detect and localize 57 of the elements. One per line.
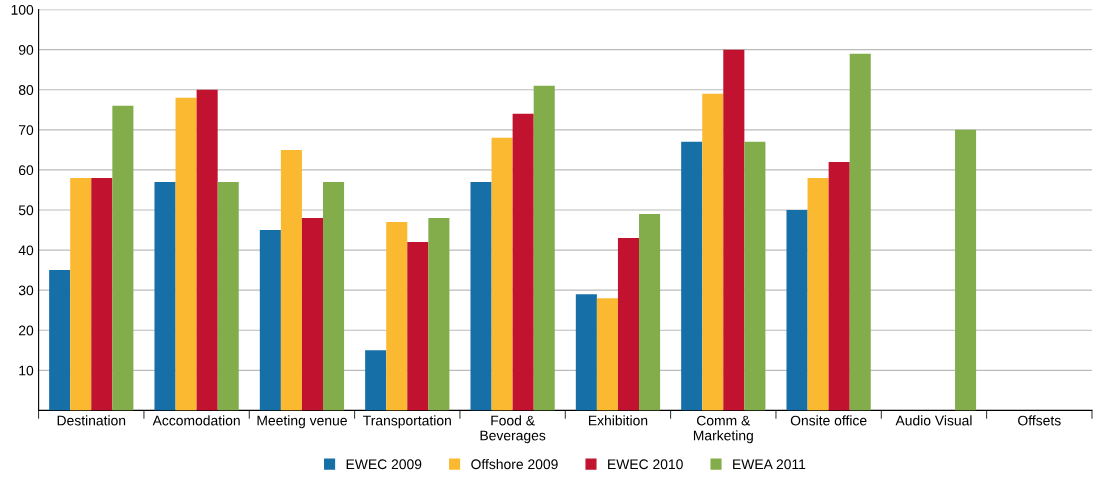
bar: [407, 242, 429, 411]
bar: [70, 177, 92, 411]
bar: [301, 218, 324, 411]
x-tick-label: Accomodation: [152, 415, 240, 426]
bar: [91, 177, 113, 411]
y-tick-label: 100: [11, 4, 34, 15]
bar: [596, 298, 618, 411]
x-tick-label: Onsite office: [790, 415, 867, 426]
y-tick-label: 20: [19, 325, 34, 336]
bar: [365, 350, 387, 411]
bar: [428, 218, 450, 411]
x-tick-label: Audio Visual: [895, 415, 972, 426]
x-tick-label: Meeting venue: [257, 415, 347, 429]
bar: [575, 294, 597, 411]
bar: [955, 129, 977, 411]
legend-label: EWEC 2010: [608, 459, 683, 470]
y-tick-label: 30: [18, 285, 34, 296]
x-tick-label: Destination: [57, 415, 126, 426]
bar: [533, 85, 555, 411]
bar: [259, 230, 281, 411]
x-tick-label: Exhibition: [588, 415, 648, 426]
bar: [617, 238, 640, 411]
x-tick-label: Offsets: [1018, 415, 1061, 426]
y-tick-label: 10: [19, 365, 34, 376]
x-tick-label: Food & Beverages: [480, 415, 546, 444]
y-tick-label: 60: [19, 165, 34, 176]
bar: [175, 97, 197, 411]
bar: [786, 210, 808, 411]
bar: [849, 53, 871, 411]
x-tick-label: Transportation: [363, 415, 451, 429]
bar: [723, 49, 745, 411]
x-tick-label: Comm & Marketing: [693, 415, 753, 444]
y-tick-label: 70: [19, 125, 34, 136]
bar: [112, 105, 134, 411]
bar: [470, 181, 492, 411]
legend-label: EWEC 2009: [346, 459, 422, 470]
bar: [386, 222, 408, 411]
bar: [491, 137, 513, 411]
bar: [49, 270, 71, 411]
bar: [681, 141, 703, 411]
bar: [280, 149, 302, 411]
y-tick-label: 50: [18, 205, 34, 216]
bar: [639, 214, 661, 411]
y-tick-label: 90: [18, 45, 34, 55]
bar: [744, 141, 766, 411]
y-tick-label: 80: [18, 85, 34, 95]
bar: [828, 161, 850, 411]
bar: [512, 113, 534, 411]
bar: [702, 93, 724, 411]
legend-label: Offshore 2009: [471, 458, 558, 470]
bar: [807, 177, 829, 411]
bar: [323, 181, 345, 411]
bar: [196, 89, 218, 411]
bar: [154, 181, 176, 411]
bar: [217, 181, 239, 411]
y-tick-label: 40: [18, 245, 34, 256]
legend-label: EWEA 2011: [733, 459, 806, 470]
